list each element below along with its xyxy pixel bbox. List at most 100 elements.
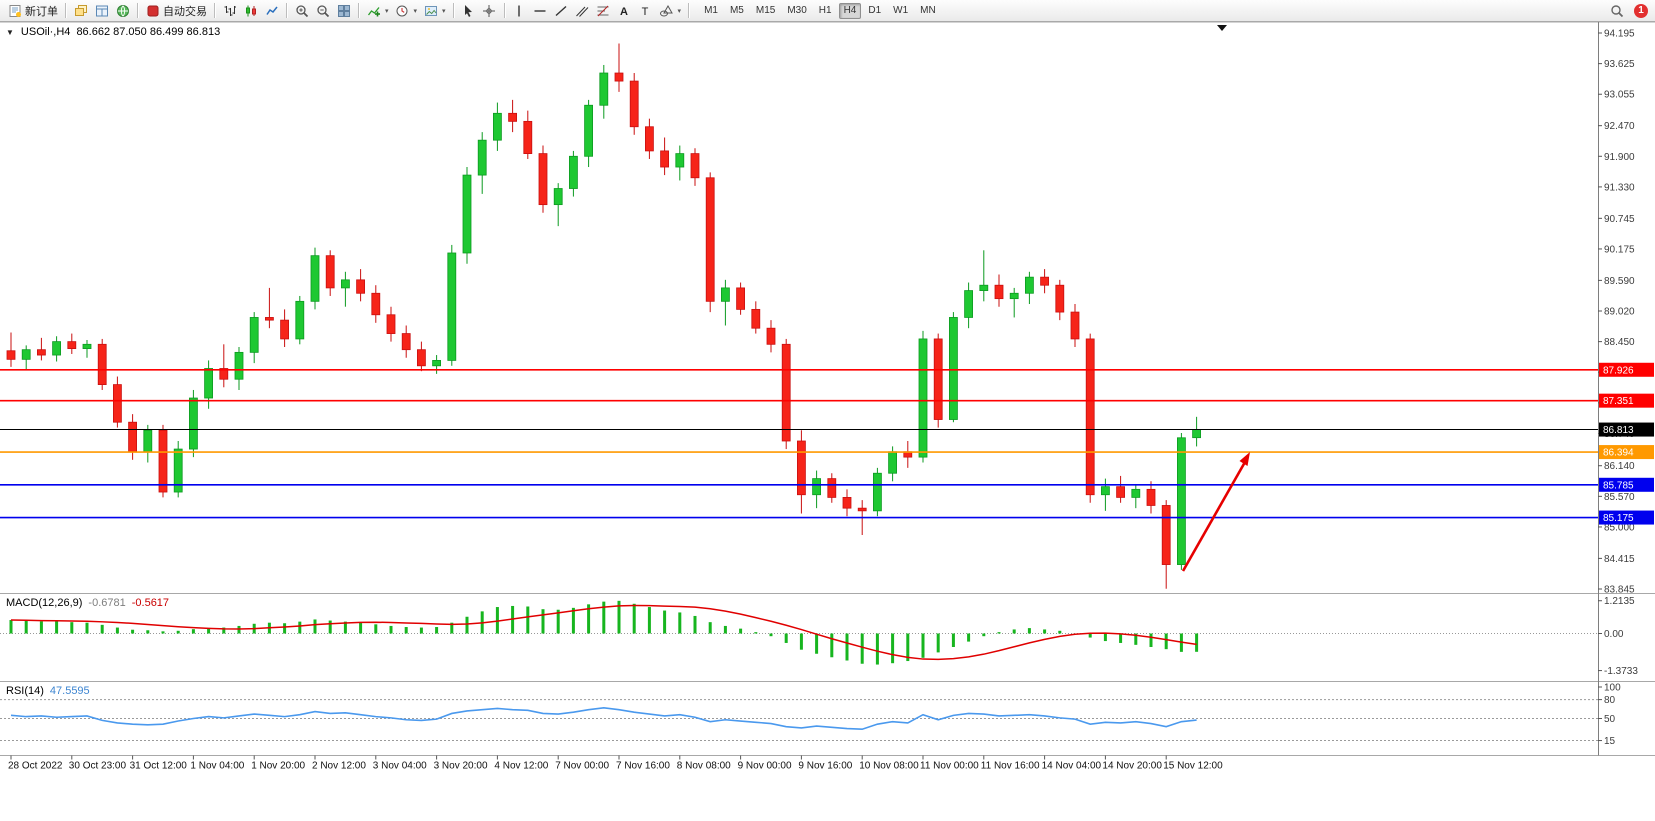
timeframe-h1[interactable]: H1	[818, 4, 832, 16]
level-lines	[0, 368, 1598, 519]
cursor-icon	[461, 3, 476, 18]
candlestick-chart-button[interactable]	[240, 2, 261, 20]
timeframe-m5[interactable]: M5	[729, 4, 744, 16]
timeframe-d1[interactable]: D1	[868, 4, 882, 16]
timeframe-h4[interactable]: H4	[838, 2, 862, 19]
equidistant-channel-icon	[575, 3, 590, 18]
svg-text:88.450: 88.450	[1604, 337, 1635, 348]
macd-panel: 1.2135 0.00 -1.3733	[0, 596, 1638, 677]
toolbar-separator	[286, 3, 287, 18]
rsi-value: 47.5595	[49, 685, 90, 697]
zoom-in-button[interactable]	[291, 2, 312, 20]
svg-text:87.351: 87.351	[1603, 396, 1634, 407]
annotation-arrow	[1181, 452, 1250, 572]
svg-text:7 Nov 00:00: 7 Nov 00:00	[555, 761, 609, 772]
search-button[interactable]	[1606, 2, 1627, 20]
toolbar-separator	[452, 3, 454, 18]
svg-text:89.590: 89.590	[1604, 276, 1635, 287]
crosshair-icon	[482, 3, 497, 18]
svg-text:86.140: 86.140	[1604, 461, 1635, 472]
timeframe-group: M1 M5 M15 M30 H1 H4 D1 W1 MN	[699, 2, 941, 19]
svg-text:90.175: 90.175	[1604, 244, 1635, 255]
svg-text:A: A	[620, 6, 628, 18]
svg-text:85.570: 85.570	[1604, 492, 1635, 503]
time-axis: 28 Oct 2022 30 Oct 23:00 31 Oct 12:00 1 Nov…	[8, 755, 1223, 772]
svg-text:100: 100	[1604, 683, 1621, 694]
panel-borders	[0, 21, 1655, 756]
zoom-out-button[interactable]	[312, 2, 333, 20]
channel-button[interactable]	[572, 2, 593, 20]
svg-text:93.625: 93.625	[1604, 59, 1635, 70]
shapes-button[interactable]: ▾	[656, 2, 685, 20]
timeframe-w1[interactable]: W1	[893, 4, 909, 16]
svg-text:87.926: 87.926	[1603, 365, 1634, 376]
periods-button[interactable]: ▾	[392, 2, 421, 20]
tile-windows-icon	[336, 3, 351, 18]
svg-text:86.813: 86.813	[1603, 425, 1634, 436]
clock-icon	[395, 3, 410, 18]
autotrading-label: 自动交易	[163, 5, 207, 18]
indicators-icon	[366, 3, 381, 18]
text-button[interactable]: A	[614, 2, 635, 20]
candlestick-chart-icon	[243, 3, 258, 18]
templates-button[interactable]: ▾	[420, 2, 449, 20]
ohlc-values: 86.662 87.050 86.499 86.813	[76, 26, 221, 38]
crosshair-button[interactable]	[479, 2, 500, 20]
toolbar-separator	[503, 3, 505, 18]
new-order-button[interactable]: 新订单	[4, 2, 61, 20]
market-watch-button[interactable]	[91, 2, 112, 20]
chevron-down-icon: ▾	[413, 7, 418, 15]
toolbar: 新订单 自动交易 ▾	[0, 0, 1655, 22]
svg-text:28 Oct 2022: 28 Oct 2022	[8, 761, 63, 772]
chevron-down-icon: ▾	[677, 7, 682, 15]
svg-text:85.175: 85.175	[1603, 513, 1634, 524]
timeframe-m30[interactable]: M30	[787, 4, 807, 16]
toolbar-separator	[688, 3, 690, 18]
svg-text:85.000: 85.000	[1604, 522, 1635, 533]
fibonacci-icon	[596, 3, 611, 18]
svg-text:9 Nov 00:00: 9 Nov 00:00	[738, 761, 792, 772]
text-icon: A	[617, 3, 632, 18]
svg-text:90.745: 90.745	[1604, 214, 1635, 225]
svg-text:11 Nov 16:00: 11 Nov 16:00	[981, 761, 1040, 772]
timeframe-m1[interactable]: M1	[704, 4, 718, 16]
tile-windows-button[interactable]	[333, 2, 354, 20]
text-label-button[interactable]: T	[635, 2, 656, 20]
macd-main-value: -0.6781	[88, 597, 126, 609]
toolbar-separator	[137, 3, 138, 18]
indicators-button[interactable]: ▾	[363, 2, 392, 20]
vertical-line-icon	[512, 3, 527, 18]
horizontal-line-button[interactable]	[530, 2, 551, 20]
fibonacci-button[interactable]	[593, 2, 614, 20]
notification-badge[interactable]: 1	[1634, 3, 1648, 18]
svg-text:30 Oct 23:00: 30 Oct 23:00	[69, 761, 127, 772]
autotrading-button[interactable]: 自动交易	[142, 2, 210, 20]
svg-text:85.785: 85.785	[1603, 480, 1634, 491]
zoom-out-icon	[315, 3, 330, 18]
toolbar-separator	[358, 3, 359, 18]
chevron-down-icon: ▾	[385, 7, 389, 15]
svg-text:3 Nov 04:00: 3 Nov 04:00	[373, 761, 427, 772]
chevron-down-icon: ▾	[442, 7, 446, 15]
svg-text:15: 15	[1604, 736, 1616, 747]
timeframe-m15[interactable]: M15	[755, 4, 776, 16]
navigator-button[interactable]	[112, 2, 133, 20]
vertical-line-button[interactable]	[509, 2, 530, 20]
svg-text:80: 80	[1604, 695, 1616, 706]
one-click-trading-toggle[interactable]: ▼	[6, 28, 14, 37]
timeframe-mn[interactable]: MN	[920, 4, 936, 16]
chart-windows-button[interactable]	[70, 2, 91, 20]
line-chart-button[interactable]	[261, 2, 282, 20]
svg-text:91.330: 91.330	[1604, 182, 1635, 193]
trendline-button[interactable]	[551, 2, 572, 20]
cursor-button[interactable]	[458, 2, 479, 20]
chart-shift-marker[interactable]	[1217, 25, 1227, 31]
bar-chart-button[interactable]	[219, 2, 240, 20]
svg-text:84.415: 84.415	[1604, 554, 1635, 565]
symbol-period-label: USOil·,H4	[20, 26, 71, 38]
svg-text:2 Nov 12:00: 2 Nov 12:00	[312, 761, 366, 772]
rsi-label: RSI(14) 47.5595	[6, 685, 90, 697]
chart-title: ▼ USOil·,H4 86.662 87.050 86.499 86.813	[6, 26, 220, 38]
template-icon	[423, 3, 438, 18]
